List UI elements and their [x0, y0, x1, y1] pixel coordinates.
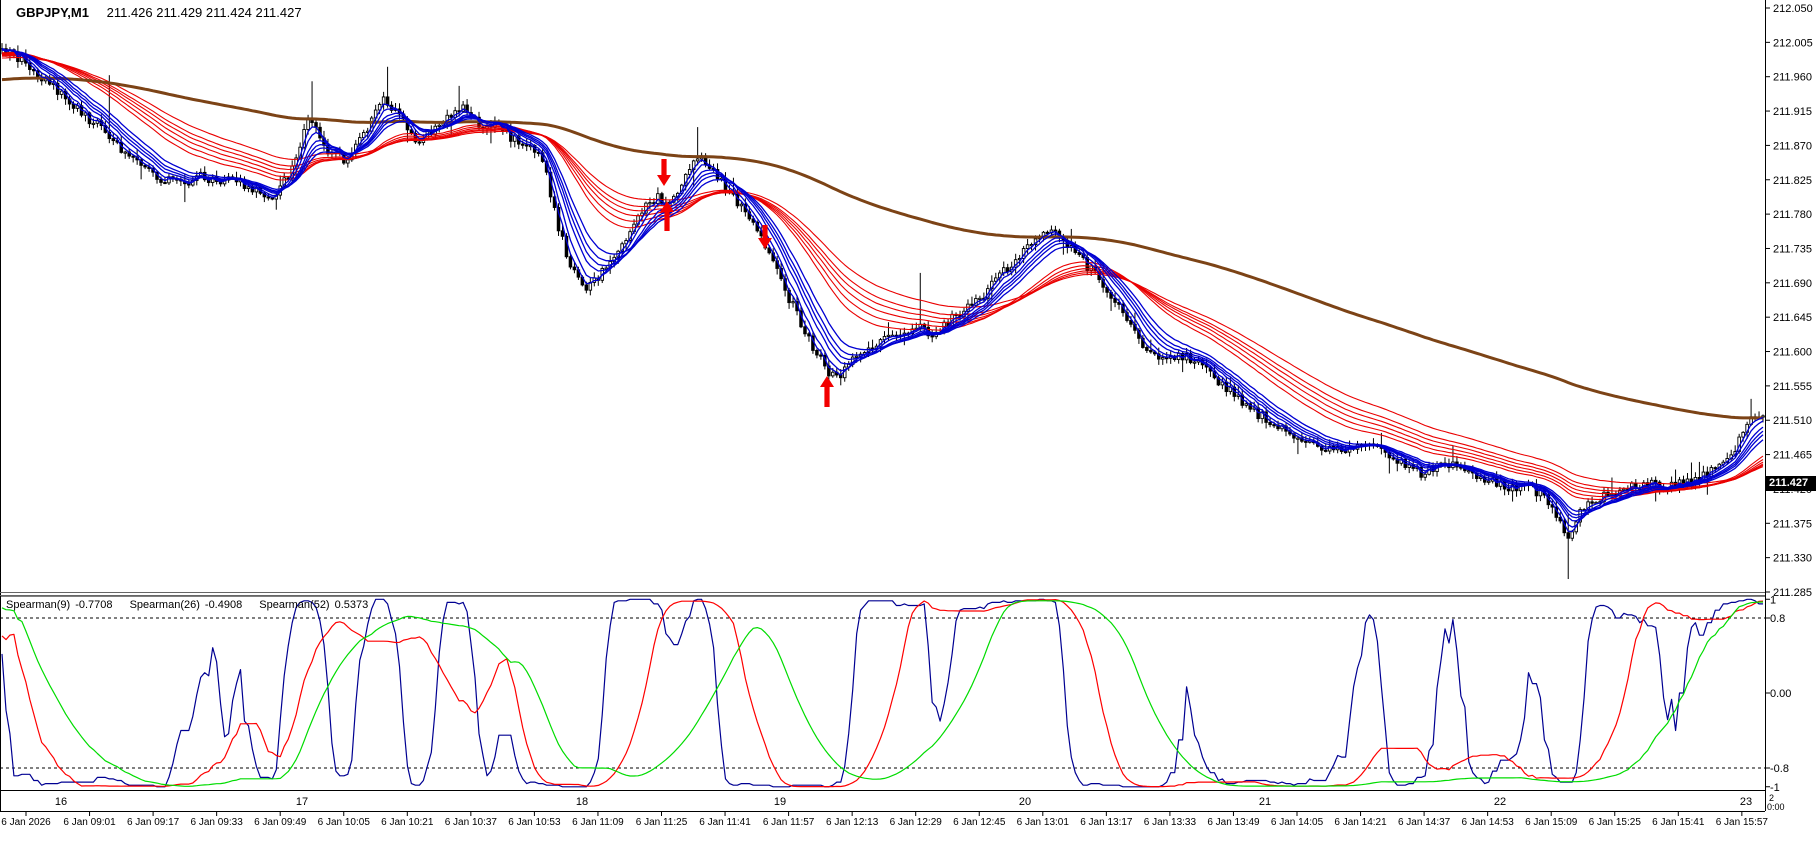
sell-arrow-icon	[758, 225, 772, 249]
spearman26-name: Spearman(26)	[129, 599, 200, 611]
indicator-scale[interactable]: 1 0.8 0.00 -0.8 -1	[1765, 594, 1791, 794]
slow-ma-line	[1, 76, 1763, 420]
time-scale[interactable]: 16 17 18 19 20 21 22 23 6 Jan 2026 6 Jan 09:01 6 J…	[0, 790, 1785, 829]
hour-separator-label: 23	[1740, 796, 1752, 808]
candles-layer	[0, 43, 1765, 580]
spearman9-name: Spearman(9)	[6, 599, 71, 611]
indicator-pane[interactable]	[0, 598, 1765, 788]
price-tick-label: 211.555	[1773, 381, 1812, 393]
axis-corner-label: 2	[1769, 793, 1774, 803]
hour-separator-label: 18	[576, 796, 588, 808]
spearman-line-52	[1, 600, 1764, 787]
time-tick-label: 6 Jan 12:13	[826, 817, 879, 828]
time-tick-label: 6 Jan 11:25	[636, 817, 688, 828]
time-tick-label: 6 Jan 11:41	[699, 817, 751, 828]
hour-separator-label: 20	[1019, 796, 1031, 808]
price-tick-label: 211.510	[1773, 415, 1812, 427]
time-tick-label: 6 Jan 13:01	[1017, 817, 1070, 828]
time-tick-label: 6 Jan 10:21	[381, 817, 434, 828]
time-tick-label: 6 Jan 11:57	[763, 817, 815, 828]
price-tick-label: 211.735	[1773, 243, 1812, 255]
time-tick-label: 6 Jan 09:33	[191, 817, 244, 828]
time-tick-label: 6 Jan 10:05	[318, 817, 371, 828]
spearman-line-26	[1, 598, 1764, 788]
time-tick-label: 6 Jan 10:53	[508, 817, 561, 828]
time-tick-label: 6 Jan 13:17	[1080, 817, 1133, 828]
current-price-tag: 211.427	[1766, 476, 1816, 491]
time-tick-label: 6 Jan 14:05	[1271, 817, 1324, 828]
symbol-period-label: GBPJPY,M1	[16, 5, 89, 20]
hour-separator-label: 19	[774, 796, 786, 808]
signal-arrows-layer	[657, 159, 834, 407]
chart-title: GBPJPY,M1 211.426 211.429 211.424 211.42…	[16, 5, 302, 20]
indicator-label-row: Spearman(9) -0.7708 Spearman(26) -0.4908 S…	[6, 599, 382, 611]
price-tick-label: 211.690	[1773, 278, 1812, 290]
spearman9-value: -0.7708	[75, 599, 113, 611]
time-tick-label: 6 Jan 11:09	[572, 817, 624, 828]
sell-arrow-icon	[657, 159, 671, 186]
price-tick-label: 211.915	[1773, 106, 1812, 118]
price-tick-label: 211.285	[1773, 587, 1812, 599]
time-tick-label: 6 Jan 10:37	[445, 817, 498, 828]
time-tick-label: 6 Jan 15:57	[1716, 817, 1769, 828]
indicator-tick-label: -1	[1770, 782, 1780, 794]
time-tick-label: 6 Jan 12:29	[890, 817, 943, 828]
buy-arrow-icon	[820, 376, 834, 407]
time-tick-label: 6 Jan 09:17	[127, 817, 180, 828]
gmma-long-ribbon	[1, 52, 1764, 501]
hour-separator-label: 22	[1494, 796, 1506, 808]
time-tick-label: 6 Jan 14:21	[1334, 817, 1387, 828]
pane-divider[interactable]	[0, 590, 1765, 597]
price-tick-label: 211.825	[1773, 175, 1812, 187]
spearman-line-9	[1, 598, 1763, 788]
hour-separator-label: 16	[55, 796, 67, 808]
indicator-tick-label: 0.00	[1770, 688, 1791, 700]
buy-arrow-icon	[660, 201, 674, 231]
hour-separator-label: 17	[296, 796, 308, 808]
spearman52-name: Spearman(52)	[259, 599, 330, 611]
price-tick-label: 211.960	[1773, 72, 1812, 84]
time-tick-label: 6 Jan 15:09	[1525, 817, 1578, 828]
price-tick-label: 211.465	[1773, 450, 1812, 462]
main-chart-pane[interactable]	[0, 43, 1765, 580]
spearman26-value: -0.4908	[204, 599, 243, 611]
time-tick-label: 6 Jan 13:49	[1207, 817, 1260, 828]
price-tick-label: 211.375	[1773, 518, 1812, 530]
time-tick-label: 6 Jan 13:33	[1144, 817, 1197, 828]
time-tick-label: 6 Jan 09:01	[63, 817, 116, 828]
time-tick-label: 6 Jan 15:25	[1589, 817, 1642, 828]
price-tick-label: 211.645	[1773, 312, 1812, 324]
time-tick-label: 6 Jan 2026	[1, 817, 51, 828]
hour-separator-label: 21	[1259, 796, 1271, 808]
indicator-tick-label: 1	[1770, 594, 1776, 606]
spearman52-item: Spearman(52) 0.5373	[259, 599, 368, 611]
indicator-tick-label: 0.8	[1770, 613, 1785, 625]
price-tick-label: 211.870	[1773, 140, 1812, 152]
price-tick-label: 211.780	[1773, 209, 1812, 221]
price-tick-label: 212.050	[1773, 3, 1813, 15]
price-scale[interactable]: 212.050 212.005 211.960 211.915 211.870 211.8…	[0, 0, 1813, 811]
time-tick-label: 6 Jan 14:53	[1462, 817, 1515, 828]
spearman9-item: Spearman(9) -0.7708	[6, 599, 113, 611]
time-tick-label: 6 Jan 09:49	[254, 817, 307, 828]
time-tick-label: 6 Jan 12:45	[953, 817, 1006, 828]
price-tick-label: 212.005	[1773, 37, 1813, 49]
price-tick-label: 211.330	[1773, 553, 1812, 565]
axis-corner-label: 0:00	[1767, 802, 1785, 812]
price-tick-label: 211.600	[1773, 347, 1812, 359]
time-tick-label: 6 Jan 15:41	[1652, 817, 1705, 828]
time-tick-label: 6 Jan 14:37	[1398, 817, 1451, 828]
indicator-tick-label: -0.8	[1770, 763, 1789, 775]
spearman52-value: 0.5373	[334, 599, 369, 611]
spearman26-item: Spearman(26) -0.4908	[130, 599, 243, 611]
ohlc-values-label: 211.426 211.429 211.424 211.427	[106, 5, 302, 20]
gmma-short-ribbon	[1, 47, 1764, 533]
